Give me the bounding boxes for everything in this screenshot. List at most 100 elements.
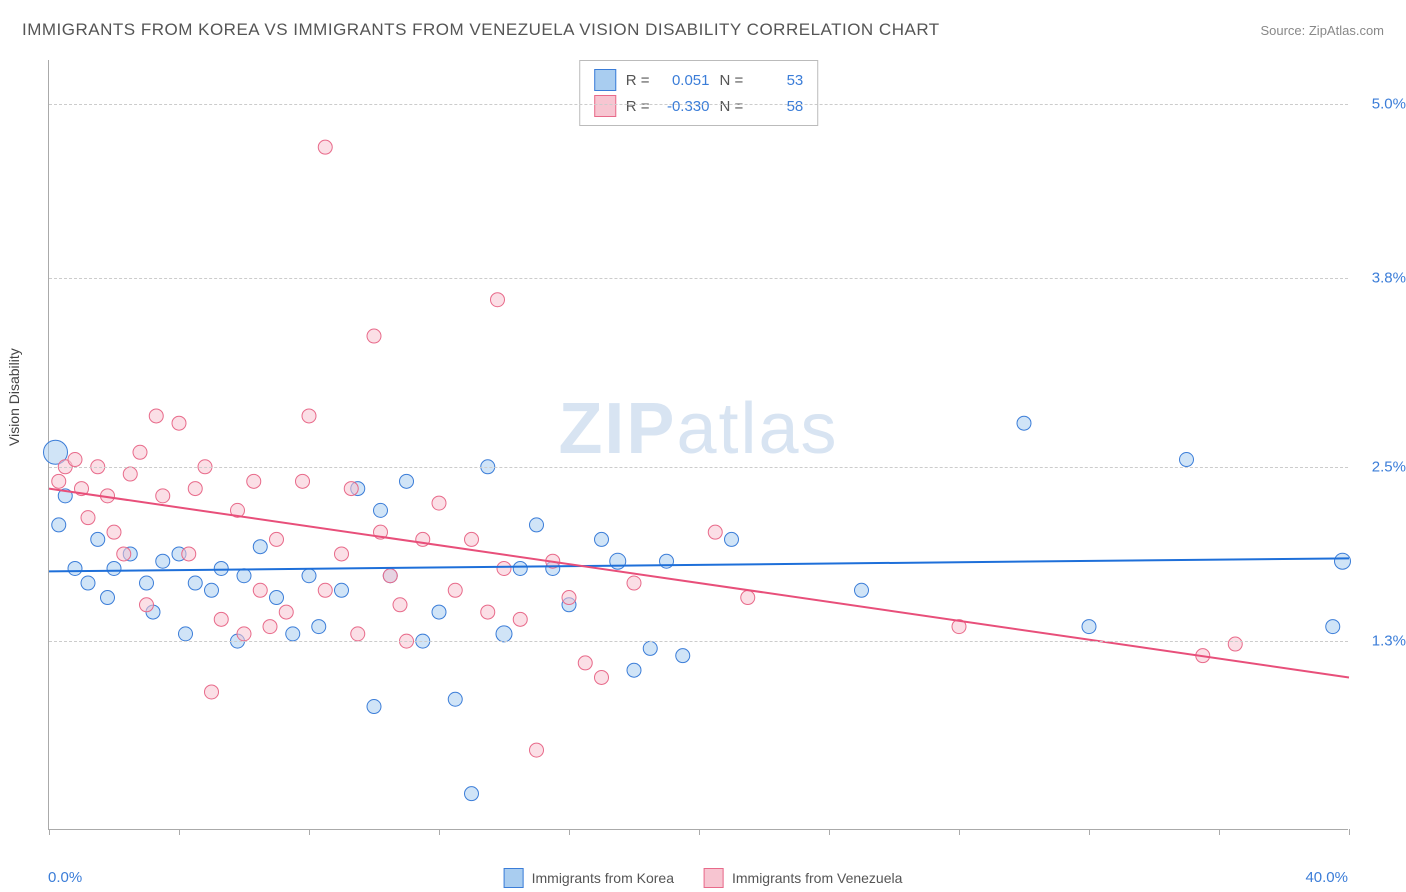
scatter-point bbox=[496, 626, 512, 642]
y-tick-label: 3.8% bbox=[1372, 269, 1406, 286]
scatter-point bbox=[562, 591, 576, 605]
scatter-point bbox=[708, 525, 722, 539]
scatter-point bbox=[279, 605, 293, 619]
scatter-point bbox=[52, 474, 66, 488]
scatter-point bbox=[448, 692, 462, 706]
scatter-point bbox=[107, 525, 121, 539]
scatter-point bbox=[465, 532, 479, 546]
legend-label-0: Immigrants from Korea bbox=[532, 870, 674, 886]
scatter-point bbox=[156, 554, 170, 568]
scatter-point bbox=[133, 445, 147, 459]
scatter-point bbox=[627, 663, 641, 677]
x-tick bbox=[1219, 829, 1220, 835]
scatter-point bbox=[107, 561, 121, 575]
legend-label-1: Immigrants from Venezuela bbox=[732, 870, 902, 886]
scatter-point bbox=[286, 627, 300, 641]
stats-row-1: R = -0.330 N = 58 bbox=[594, 93, 804, 119]
scatter-point bbox=[156, 489, 170, 503]
y-tick-label: 2.5% bbox=[1372, 458, 1406, 475]
scatter-point bbox=[318, 583, 332, 597]
scatter-point bbox=[68, 561, 82, 575]
scatter-point bbox=[1017, 416, 1031, 430]
legend-item-0: Immigrants from Korea bbox=[504, 868, 674, 888]
scatter-point bbox=[182, 547, 196, 561]
scatter-point bbox=[1180, 453, 1194, 467]
scatter-point bbox=[725, 532, 739, 546]
trend-line bbox=[49, 558, 1349, 571]
scatter-point bbox=[432, 496, 446, 510]
scatter-point bbox=[448, 583, 462, 597]
scatter-point bbox=[296, 474, 310, 488]
scatter-point bbox=[140, 598, 154, 612]
scatter-point bbox=[205, 685, 219, 699]
scatter-point bbox=[400, 474, 414, 488]
scatter-point bbox=[302, 569, 316, 583]
scatter-point bbox=[188, 576, 202, 590]
stats-swatch-1 bbox=[594, 95, 616, 117]
scatter-point bbox=[52, 518, 66, 532]
plot-area: ZIPatlas R = 0.051 N = 53 R = -0.330 N =… bbox=[48, 60, 1348, 830]
legend-item-1: Immigrants from Venezuela bbox=[704, 868, 902, 888]
x-tick bbox=[179, 829, 180, 835]
scatter-point bbox=[101, 591, 115, 605]
x-tick bbox=[1089, 829, 1090, 835]
scatter-point bbox=[188, 482, 202, 496]
scatter-point bbox=[367, 700, 381, 714]
scatter-point bbox=[741, 591, 755, 605]
stats-r-label-1: R = bbox=[626, 98, 650, 115]
x-tick bbox=[49, 829, 50, 835]
scatter-point bbox=[383, 569, 397, 583]
scatter-point bbox=[513, 612, 527, 626]
scatter-point bbox=[237, 627, 251, 641]
scatter-point bbox=[81, 576, 95, 590]
scatter-point bbox=[140, 576, 154, 590]
scatter-point bbox=[855, 583, 869, 597]
scatter-point bbox=[237, 569, 251, 583]
scatter-point bbox=[432, 605, 446, 619]
stats-n-label-0: N = bbox=[720, 72, 744, 89]
scatter-point bbox=[123, 467, 137, 481]
stats-r-label-0: R = bbox=[626, 72, 650, 89]
stats-n-val-1: 58 bbox=[753, 98, 803, 115]
scatter-point bbox=[497, 561, 511, 575]
x-tick bbox=[829, 829, 830, 835]
title-bar: IMMIGRANTS FROM KOREA VS IMMIGRANTS FROM… bbox=[22, 20, 1384, 40]
scatter-point bbox=[270, 532, 284, 546]
gridline-h bbox=[49, 641, 1348, 642]
scatter-point bbox=[1082, 620, 1096, 634]
scatter-point bbox=[263, 620, 277, 634]
stats-r-val-0: 0.051 bbox=[660, 72, 710, 89]
scatter-point bbox=[393, 598, 407, 612]
x-tick bbox=[569, 829, 570, 835]
scatter-point bbox=[481, 605, 495, 619]
x-axis-max: 40.0% bbox=[1305, 869, 1348, 886]
scatter-point bbox=[149, 409, 163, 423]
legend-swatch-1 bbox=[704, 868, 724, 888]
stats-swatch-0 bbox=[594, 69, 616, 91]
scatter-point bbox=[627, 576, 641, 590]
y-tick-label: 1.3% bbox=[1372, 633, 1406, 650]
scatter-point bbox=[318, 140, 332, 154]
scatter-svg bbox=[49, 60, 1348, 829]
stats-n-val-0: 53 bbox=[753, 72, 803, 89]
scatter-point bbox=[530, 518, 544, 532]
scatter-point bbox=[1335, 553, 1351, 569]
scatter-point bbox=[247, 474, 261, 488]
scatter-point bbox=[344, 482, 358, 496]
scatter-point bbox=[643, 641, 657, 655]
scatter-point bbox=[610, 553, 626, 569]
stats-n-label-1: N = bbox=[720, 98, 744, 115]
gridline-h bbox=[49, 467, 1348, 468]
scatter-point bbox=[1326, 620, 1340, 634]
scatter-point bbox=[367, 329, 381, 343]
y-tick-label: 5.0% bbox=[1372, 95, 1406, 112]
x-tick bbox=[309, 829, 310, 835]
scatter-point bbox=[68, 453, 82, 467]
scatter-point bbox=[302, 409, 316, 423]
bottom-legend: Immigrants from Korea Immigrants from Ve… bbox=[504, 868, 903, 888]
scatter-point bbox=[595, 532, 609, 546]
scatter-point bbox=[465, 787, 479, 801]
stats-row-0: R = 0.051 N = 53 bbox=[594, 67, 804, 93]
y-axis-label: Vision Disability bbox=[6, 348, 22, 446]
scatter-point bbox=[205, 583, 219, 597]
